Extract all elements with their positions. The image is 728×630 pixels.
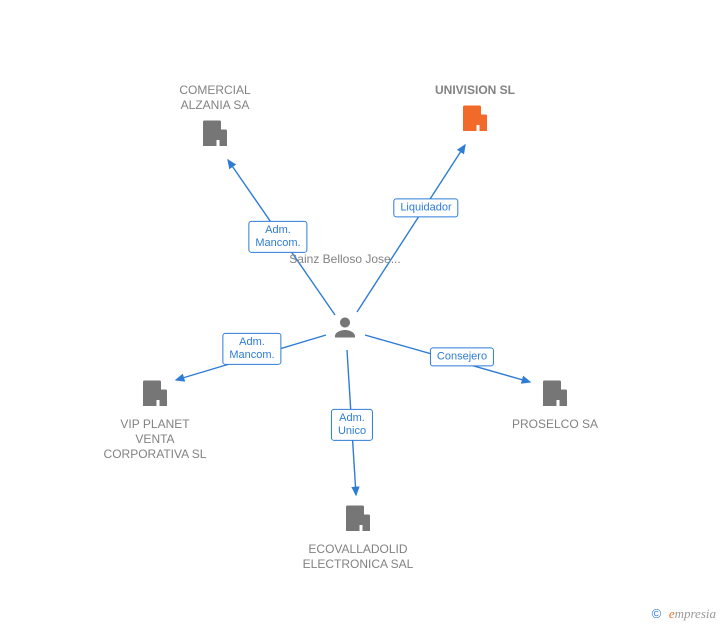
edge-label-ecovalladolid: Adm. Unico [331,409,373,441]
edge-label-proselco: Consejero [430,347,494,366]
building-icon [137,375,173,411]
edge-label-vipplanet: Adm. Mancom. [222,333,281,365]
building-icon [340,500,376,536]
node-proselco [537,375,573,416]
person-icon [330,313,360,343]
brand-rest: mpresia [675,606,716,621]
node-label-ecovalladolid: ECOVALLADOLID ELECTRONICA SAL [303,542,414,572]
node-univision [457,100,493,141]
node-label-univision: UNIVISION SL [435,83,515,98]
center-person-label: Sainz Belloso Jose... [289,252,400,266]
node-comercial [197,115,233,156]
node-ecovalladolid [340,500,376,541]
edge-label-comercial: Adm. Mancom. [248,221,307,253]
center-person [330,313,360,348]
edge-univision [357,145,465,312]
edge-label-univision: Liquidador [393,198,458,217]
node-vipplanet [137,375,173,416]
footer-attribution: © empresia [652,606,716,622]
node-label-comercial: COMERCIAL ALZANIA SA [179,83,250,113]
building-icon [197,115,233,151]
building-icon [537,375,573,411]
copyright-symbol: © [652,606,662,621]
node-label-proselco: PROSELCO SA [512,417,598,432]
node-label-vipplanet: VIP PLANET VENTA CORPORATIVA SL [104,417,207,462]
building-icon [457,100,493,136]
